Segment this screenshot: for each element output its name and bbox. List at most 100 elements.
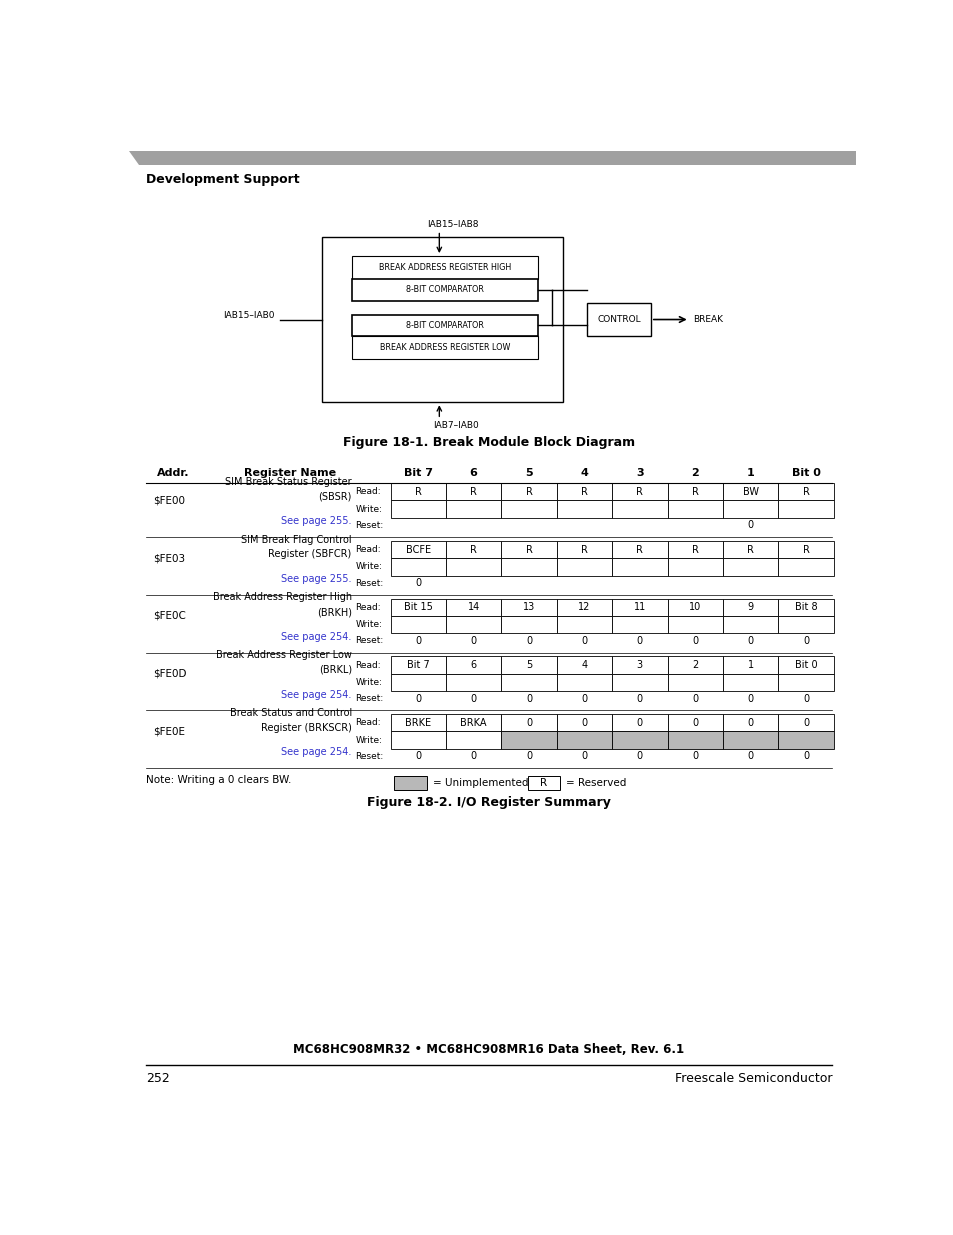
Text: 0: 0: [525, 694, 532, 704]
Bar: [722, 483, 778, 500]
Text: (BRKL): (BRKL): [318, 664, 352, 674]
Text: 0: 0: [747, 520, 753, 531]
Text: 0: 0: [525, 718, 532, 727]
Bar: [500, 674, 557, 692]
Text: Bit 15: Bit 15: [403, 603, 433, 613]
Text: 8-BIT COMPARATOR: 8-BIT COMPARATOR: [405, 321, 483, 330]
Bar: [352, 336, 537, 359]
Bar: [722, 599, 778, 616]
Text: SIM Break Status Register: SIM Break Status Register: [225, 477, 352, 487]
Text: 0: 0: [802, 636, 808, 646]
Bar: [667, 674, 722, 692]
Text: Write:: Write:: [355, 736, 382, 745]
Text: 0: 0: [747, 718, 753, 727]
Bar: [667, 483, 722, 500]
Bar: [557, 714, 612, 731]
Text: Figure 18-2. I/O Register Summary: Figure 18-2. I/O Register Summary: [367, 797, 610, 809]
Bar: [778, 541, 833, 558]
Text: 5: 5: [525, 659, 532, 671]
Text: Reset:: Reset:: [355, 579, 383, 588]
Text: 1: 1: [747, 659, 753, 671]
Bar: [612, 656, 667, 674]
Text: 0: 0: [415, 578, 421, 588]
Bar: [445, 731, 500, 748]
Text: BCFE: BCFE: [405, 545, 431, 555]
Text: 0: 0: [692, 752, 698, 762]
Bar: [667, 558, 722, 576]
Bar: [778, 714, 833, 731]
Text: R: R: [580, 545, 587, 555]
Bar: [445, 483, 500, 500]
Bar: [667, 500, 722, 517]
Text: R: R: [636, 487, 642, 496]
Bar: [778, 674, 833, 692]
Text: 0: 0: [470, 752, 476, 762]
Bar: [778, 656, 833, 674]
Text: Write:: Write:: [355, 562, 382, 572]
Text: 0: 0: [580, 718, 587, 727]
Bar: [667, 541, 722, 558]
Bar: [557, 731, 612, 748]
Text: 13: 13: [522, 603, 535, 613]
Text: 0: 0: [692, 718, 698, 727]
Bar: [612, 599, 667, 616]
Bar: [612, 500, 667, 517]
Bar: [394, 776, 427, 789]
Text: Reset:: Reset:: [355, 694, 383, 703]
Bar: [500, 714, 557, 731]
Bar: [500, 483, 557, 500]
Text: 0: 0: [747, 636, 753, 646]
Bar: [557, 599, 612, 616]
Text: (BRKH): (BRKH): [316, 608, 352, 618]
Text: 6: 6: [469, 468, 477, 478]
Bar: [445, 599, 500, 616]
Text: 3: 3: [636, 659, 642, 671]
Bar: [557, 616, 612, 634]
Text: R: R: [470, 487, 476, 496]
Text: Write:: Write:: [355, 620, 382, 629]
Bar: [722, 714, 778, 731]
Text: 0: 0: [470, 694, 476, 704]
Text: $FE0E: $FE0E: [153, 726, 186, 736]
Text: 0: 0: [802, 718, 808, 727]
Text: Addr.: Addr.: [157, 468, 190, 478]
Bar: [390, 714, 445, 731]
Bar: [612, 616, 667, 634]
Text: 0: 0: [636, 718, 642, 727]
Text: BREAK ADDRESS REGISTER HIGH: BREAK ADDRESS REGISTER HIGH: [378, 263, 511, 272]
Bar: [390, 483, 445, 500]
Bar: [722, 731, 778, 748]
Bar: [445, 558, 500, 576]
Text: 0: 0: [415, 636, 421, 646]
Text: Read:: Read:: [355, 488, 381, 496]
Text: 4: 4: [580, 659, 587, 671]
Text: 5: 5: [525, 468, 533, 478]
Text: Read:: Read:: [355, 545, 381, 555]
Bar: [667, 656, 722, 674]
Text: Break Address Register High: Break Address Register High: [213, 593, 352, 603]
Bar: [390, 541, 445, 558]
Bar: [778, 558, 833, 576]
Text: See page 254.: See page 254.: [281, 632, 352, 642]
Text: BRKA: BRKA: [460, 718, 486, 727]
Text: 8-BIT COMPARATOR: 8-BIT COMPARATOR: [405, 285, 483, 294]
Bar: [390, 674, 445, 692]
Text: Freescale Semiconductor: Freescale Semiconductor: [674, 1072, 831, 1084]
Text: 0: 0: [525, 636, 532, 646]
Text: See page 254.: See page 254.: [281, 747, 352, 757]
Bar: [390, 558, 445, 576]
Text: = Unimplemented: = Unimplemented: [433, 778, 528, 788]
Text: 0: 0: [747, 694, 753, 704]
Bar: [612, 714, 667, 731]
Text: 1: 1: [746, 468, 754, 478]
Bar: [612, 541, 667, 558]
Bar: [557, 656, 612, 674]
Bar: [667, 731, 722, 748]
Text: See page 255.: See page 255.: [281, 516, 352, 526]
Bar: [500, 558, 557, 576]
Text: Development Support: Development Support: [146, 173, 299, 185]
Text: = Reserved: = Reserved: [566, 778, 626, 788]
Bar: [722, 674, 778, 692]
Text: Read:: Read:: [355, 661, 381, 669]
Bar: [500, 500, 557, 517]
